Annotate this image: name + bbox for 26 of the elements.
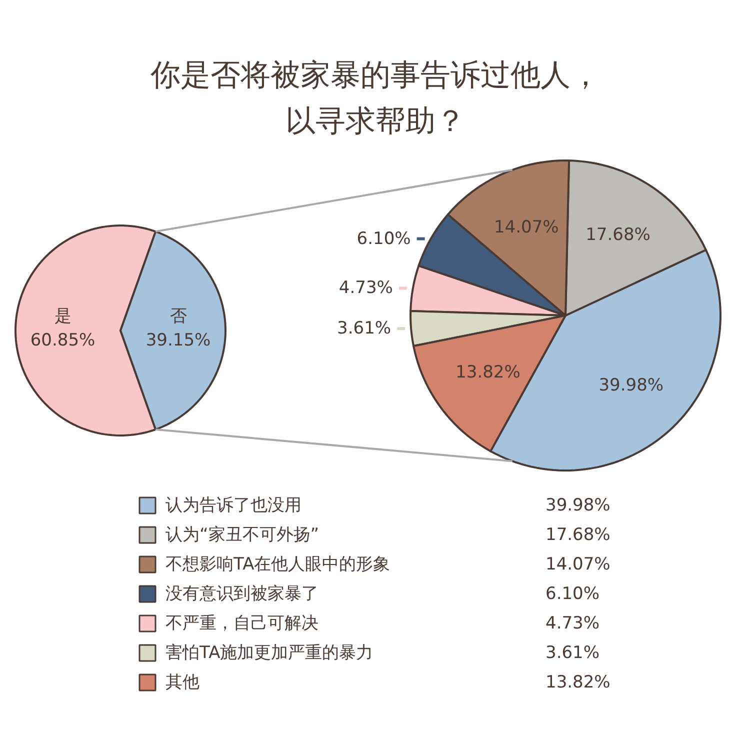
data-label: 60.85% <box>30 330 96 350</box>
text: 39.98% <box>546 496 610 516</box>
text: 3.61% <box>546 643 600 663</box>
legend-label: 害怕TA施加更加严重的暴力 <box>166 643 374 663</box>
data-label: 39.98% <box>598 376 664 396</box>
data-label: 6.10% <box>356 228 411 249</box>
legend-label: 不想影响TA在他人眼中的形象 <box>166 554 390 574</box>
text: 14.07% <box>546 554 610 574</box>
data-label: 17.68% <box>586 225 650 246</box>
legend-label: 没有意识到被家暴了 <box>166 584 318 604</box>
slice-label: 否 <box>170 306 187 326</box>
data-label: 3.61% <box>337 318 392 339</box>
data-label: 4.73% <box>338 278 393 298</box>
data-label: 13.82% <box>456 362 520 382</box>
legend-label: 不严重，自己可解决 <box>166 614 318 634</box>
legend-label: 认为“家丑不可外扬” <box>166 525 320 545</box>
text: 13.82% <box>546 672 610 692</box>
text: 6.10% <box>546 584 600 604</box>
text: 4.73% <box>546 614 600 634</box>
text: 17.68% <box>546 525 610 545</box>
slice-label: 是 <box>54 306 72 326</box>
data-label: 39.15% <box>146 330 211 350</box>
legend-label: 其他 <box>166 672 200 692</box>
text: 你是否将被家暴的事告诉过他人，以寻求帮助？ <box>150 58 600 139</box>
legend-label: 认为告诉了也没用 <box>166 496 302 516</box>
data-label: 14.07% <box>494 218 559 238</box>
